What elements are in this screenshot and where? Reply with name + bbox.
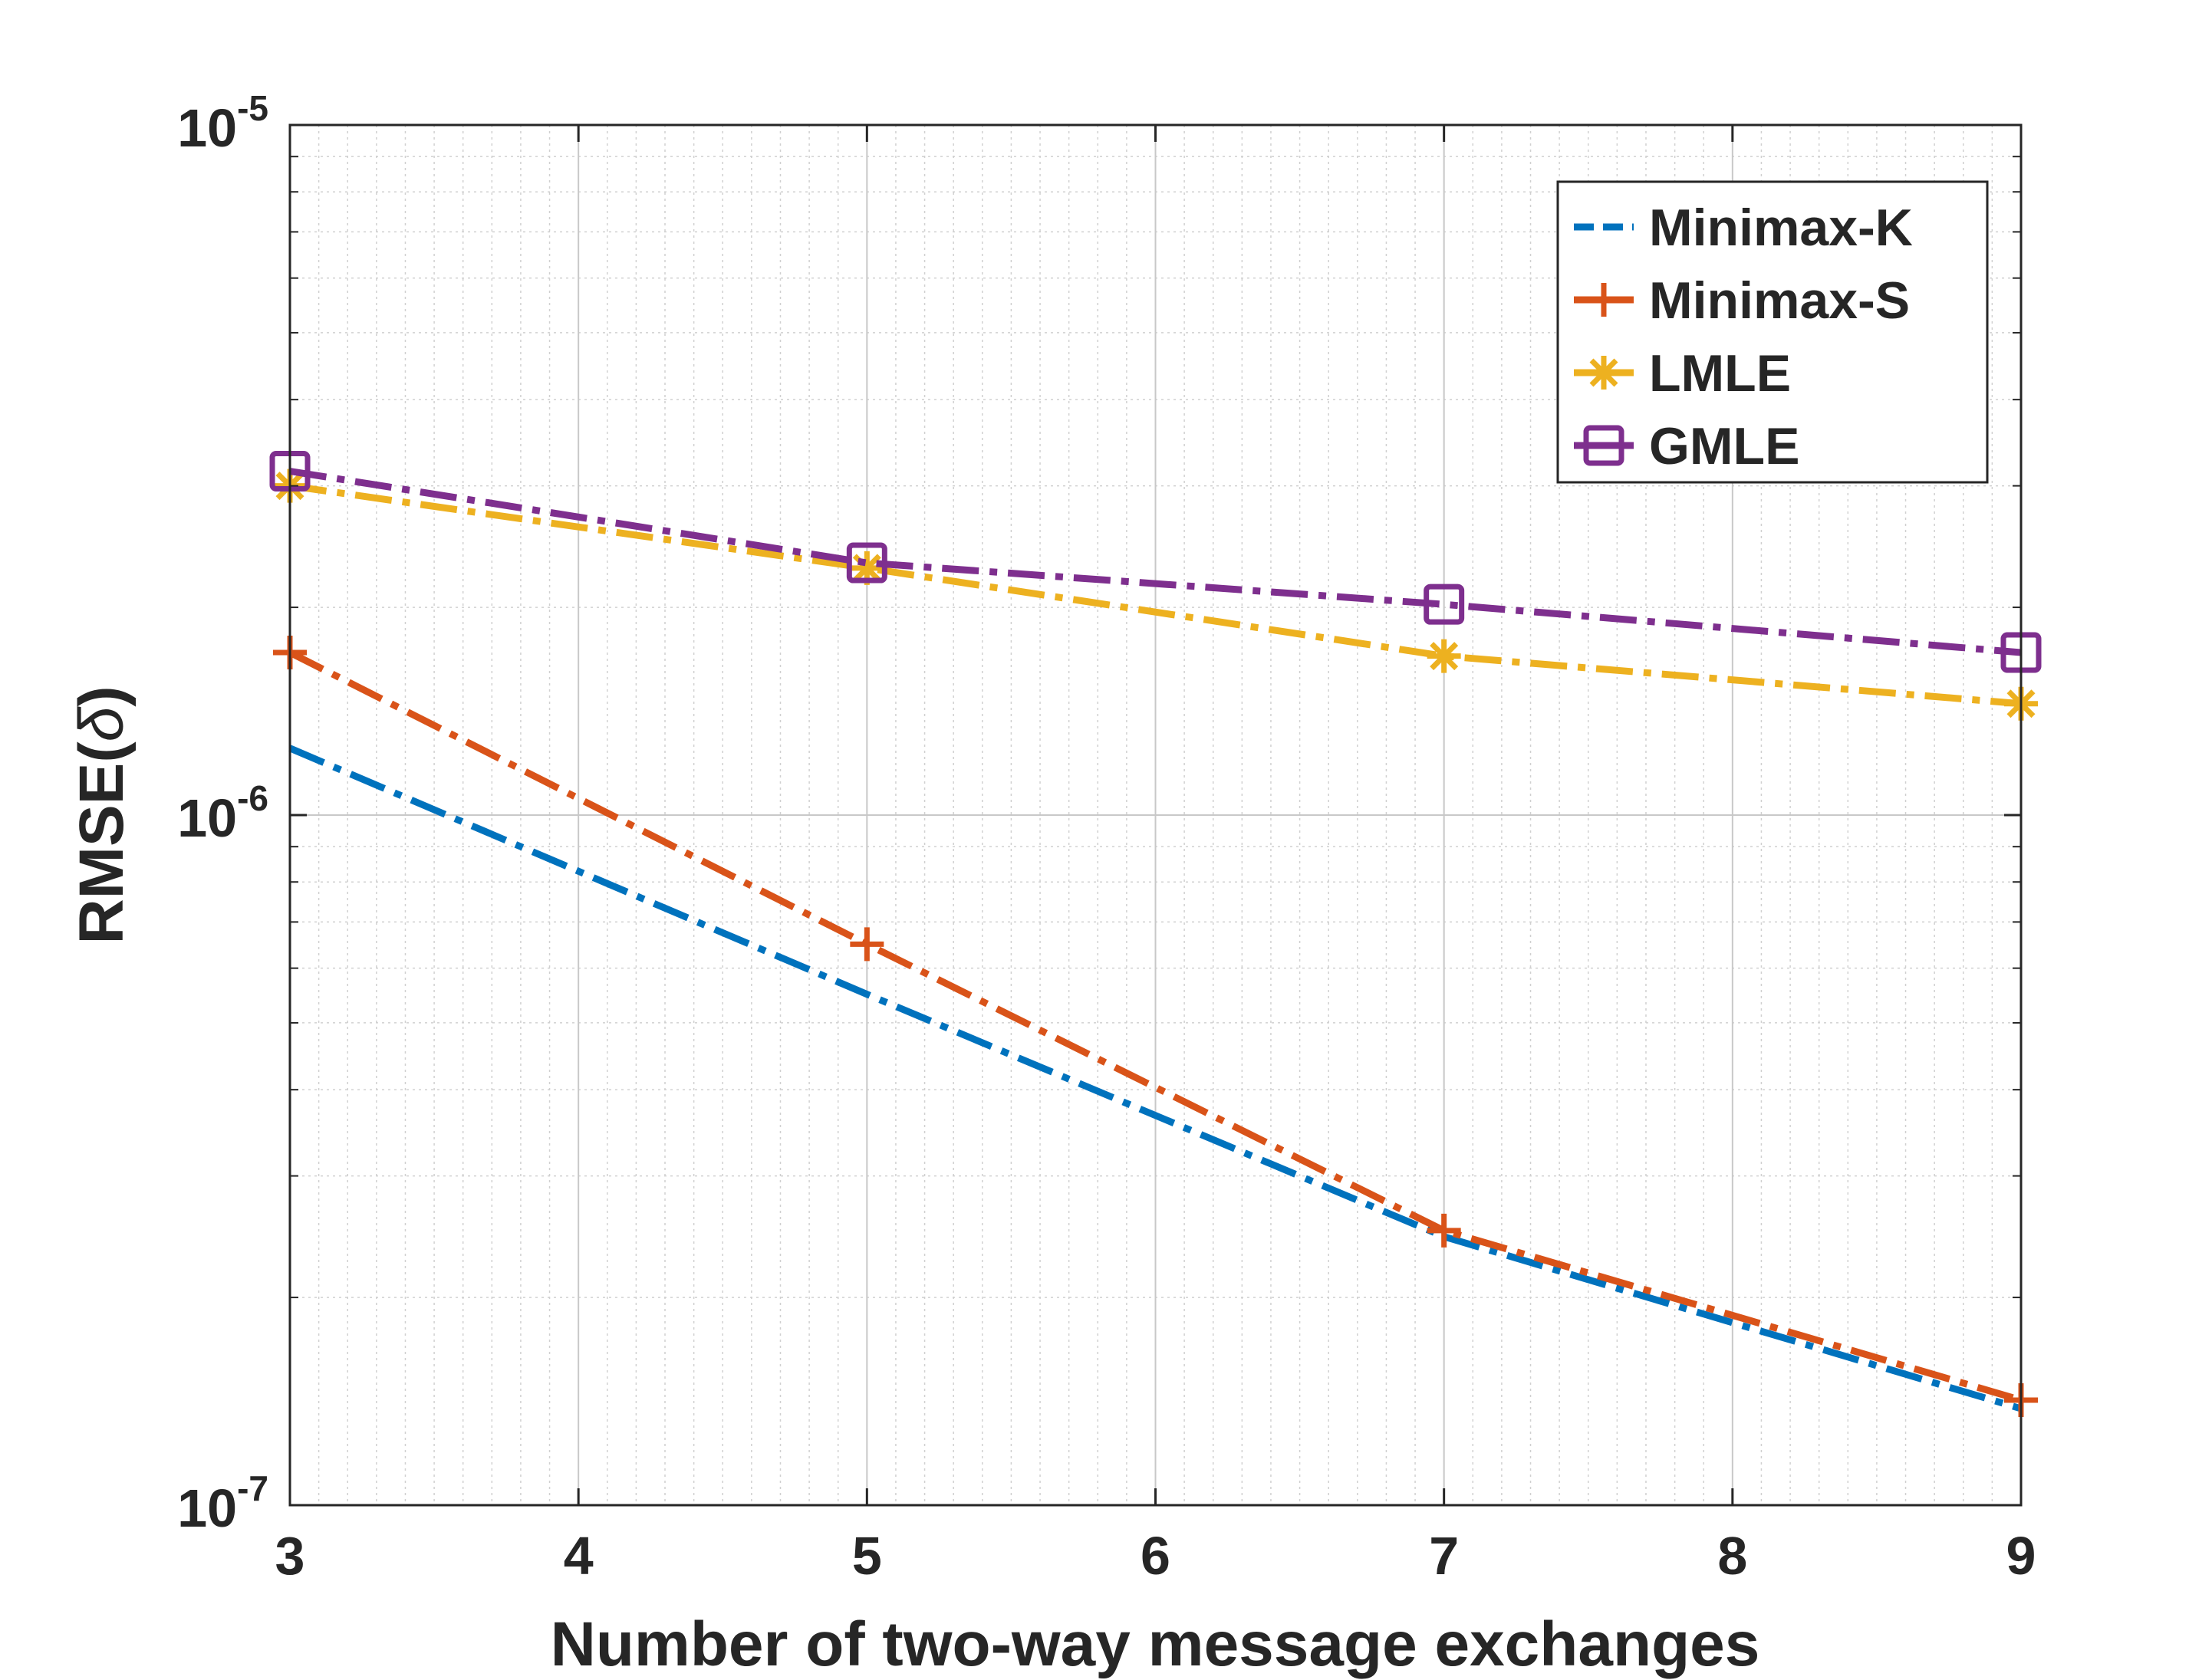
y-axis-label-main: RMSE(	[67, 741, 137, 945]
x-tick-label: 7	[1429, 1526, 1459, 1586]
legend-label: Minimax-S	[1649, 271, 1910, 330]
series-line-lmle	[289, 482, 2022, 708]
y-tick-label: 10-5	[177, 88, 268, 158]
y-axis-label-close: )	[67, 685, 137, 706]
legend-label: LMLE	[1649, 344, 1791, 403]
series-layer	[269, 451, 2042, 1417]
data-point-lmle	[850, 551, 884, 585]
legend-marker	[1587, 283, 1621, 317]
y-axis-label: RMSE(δ)	[67, 685, 137, 944]
legend-label: Minimax-K	[1649, 199, 1913, 257]
legend-items: Minimax-K Minimax-S LMLE GMLE	[1574, 199, 1913, 475]
y-tick-label: 10-7	[177, 1468, 268, 1538]
legend-item-gmle: GMLE	[1574, 417, 1799, 475]
legend-label: GMLE	[1649, 417, 1799, 475]
x-tick-labels: 3 4 5 6 7 8 9	[275, 1526, 2036, 1586]
x-tick-label: 6	[1141, 1526, 1170, 1586]
legend: Minimax-K Minimax-S LMLE GMLE	[1556, 180, 1989, 484]
series-line-gmle	[289, 468, 2022, 656]
legend-box	[1556, 180, 1989, 484]
data-point-gmle	[846, 542, 887, 584]
x-tick-label: 5	[852, 1526, 882, 1586]
axis-ticks	[288, 123, 2023, 1507]
legend-marker	[1583, 425, 1624, 466]
x-axis-label: Number of two-way message exchanges	[551, 1609, 1760, 1679]
y-tick-label: 10-6	[177, 778, 268, 848]
x-tick-label: 8	[1717, 1526, 1747, 1586]
y-tick-labels: 10-5 10-6 10-7	[177, 88, 268, 1538]
data-point-lmle	[1427, 639, 1461, 673]
legend-marker	[1587, 356, 1621, 390]
series-line-minimax-s	[288, 649, 2023, 1404]
legend-item-minimax-s: Minimax-S	[1574, 271, 1910, 330]
x-tick-label: 9	[2006, 1526, 2036, 1586]
x-tick-label: 3	[275, 1526, 305, 1586]
legend-item-lmle: LMLE	[1574, 344, 1791, 403]
series-minimax-k	[288, 745, 2023, 1412]
y-axis-label-symbol: δ	[67, 705, 137, 741]
legend-item-minimax-k: Minimax-K	[1574, 199, 1913, 257]
data-point-minimax-s	[1427, 1213, 1461, 1248]
data-point-gmle	[1424, 584, 1465, 625]
series-line-minimax-k	[288, 745, 2023, 1412]
x-tick-label: 4	[564, 1526, 594, 1586]
data-point-minimax-s	[850, 927, 884, 962]
